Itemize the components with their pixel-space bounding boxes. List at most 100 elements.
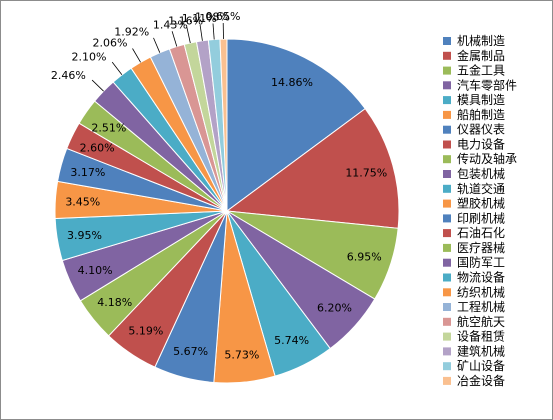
legend-swatch [443, 51, 451, 60]
legend-item-15: 医疗器械 [443, 240, 505, 255]
legend-swatch [443, 243, 451, 252]
data-label-19: 1.92% [114, 25, 149, 38]
legend-swatch [443, 214, 451, 223]
legend-label: 工程机械 [457, 299, 505, 314]
legend-item-14: 石油石化 [443, 226, 505, 240]
legend-label: 机械制造 [457, 33, 505, 48]
data-label-6: 5.73% [224, 349, 259, 362]
legend-label: 印刷机械 [457, 210, 505, 225]
legend-label: 轨道交通 [457, 181, 505, 196]
legend-item-19: 工程机械 [443, 299, 505, 314]
legend-label: 电力设备 [457, 138, 505, 152]
data-label-11: 3.95% [67, 229, 102, 242]
legend-item-24: 冶金设备 [443, 373, 505, 388]
pie-slice-24 [219, 38, 228, 212]
legend-item-5: 模具制造 [443, 93, 505, 107]
legend-item-2: 金属制品 [443, 48, 505, 63]
legend-swatch [443, 110, 451, 119]
legend-label: 设备租赁 [457, 330, 505, 344]
legend-label: 金属制品 [457, 48, 505, 63]
legend-label: 塑胶机械 [457, 196, 505, 211]
data-label-21: 1.16% [168, 15, 203, 28]
data-label-7: 5.67% [173, 345, 208, 358]
data-label-5: 5.74% [274, 334, 309, 347]
legend-item-4: 汽车零部件 [443, 77, 517, 92]
leader-line-22 [199, 24, 203, 41]
legend-item-16: 国防军工 [443, 255, 505, 270]
data-label-22: 1.11% [182, 12, 217, 25]
legend-item-17: 物流设备 [443, 271, 505, 285]
leader-line-23 [212, 23, 215, 40]
legend-swatch [443, 37, 451, 45]
data-label-15: 2.51% [91, 122, 126, 135]
data-label-14: 2.60% [80, 142, 115, 155]
legend-item-22: 建筑机械 [443, 343, 505, 358]
legend-swatch [443, 303, 451, 311]
data-labels: 14.86% 11.75% 6.95% 6.20% 5.74% 5.73% 5.67% 5.1… [51, 10, 387, 362]
legend-swatch [443, 170, 451, 178]
legend-swatch [443, 199, 451, 208]
data-label-24: 0.65% [206, 10, 241, 23]
legend-label: 航空航天 [457, 314, 505, 329]
legend: 机械制造金属制品五金工具汽车零部件模具制造船舶制造仪器仪表电力设备传动及轴承包装… [443, 33, 517, 388]
legend-swatch [443, 125, 451, 134]
legend-swatch [443, 332, 451, 341]
data-label-8: 5.19% [128, 325, 163, 338]
data-label-9: 4.18% [97, 296, 132, 309]
legend-swatch [443, 81, 451, 90]
leader-line-16 [91, 79, 104, 92]
leader-line-18 [132, 48, 141, 63]
legend-swatch [443, 258, 451, 267]
data-label-16: 2.46% [51, 69, 86, 82]
legend-item-13: 印刷机械 [443, 210, 505, 225]
legend-item-9: 传动及轴承 [443, 151, 517, 166]
legend-item-12: 塑胶机械 [443, 196, 505, 211]
pie-slice-1 [226, 38, 366, 212]
legend-label: 包装机械 [457, 166, 505, 181]
legend-label: 国防军工 [457, 255, 505, 270]
data-label-23: 1.08% [195, 11, 230, 24]
data-label-13: 3.17% [70, 166, 105, 179]
data-label-1: 14.86% [271, 76, 313, 89]
data-label-10: 4.10% [78, 264, 113, 277]
legend-label: 石油石化 [457, 226, 505, 240]
legend-item-6: 船舶制造 [443, 107, 505, 122]
data-label-4: 6.20% [317, 302, 352, 315]
pie-slices [54, 38, 400, 384]
legend-item-7: 仪器仪表 [443, 123, 505, 137]
legend-swatch [443, 376, 451, 385]
legend-item-10: 包装机械 [443, 166, 505, 181]
legend-swatch [443, 347, 451, 356]
legend-label: 纺织机械 [457, 284, 505, 299]
legend-label: 冶金设备 [457, 373, 505, 388]
data-label-12: 3.45% [65, 196, 100, 209]
legend-label: 仪器仪表 [457, 123, 505, 137]
legend-label: 建筑机械 [457, 343, 505, 358]
legend-item-21: 设备租赁 [443, 330, 505, 344]
legend-swatch [443, 317, 451, 326]
leader-line-17 [111, 61, 123, 76]
legend-label: 物流设备 [457, 271, 505, 285]
leader-lines [91, 22, 224, 92]
legend-item-1: 机械制造 [443, 33, 505, 48]
legend-item-18: 纺织机械 [443, 284, 505, 299]
legend-label: 矿山设备 [457, 359, 505, 373]
legend-swatch [443, 288, 451, 297]
legend-swatch [443, 66, 451, 75]
data-label-20: 1.43% [153, 18, 188, 31]
legend-swatch [443, 155, 451, 164]
pie-slice-2 [225, 107, 400, 229]
legend-item-3: 五金工具 [443, 63, 505, 78]
legend-swatch [443, 184, 451, 193]
legend-item-20: 航空航天 [443, 314, 505, 329]
leader-line-19 [153, 37, 161, 53]
legend-label: 传动及轴承 [457, 151, 517, 166]
data-label-3: 6.95% [347, 250, 382, 263]
leader-line-20 [171, 31, 178, 47]
legend-label: 船舶制造 [457, 107, 505, 122]
data-label-17: 2.10% [72, 50, 107, 63]
legend-item-11: 轨道交通 [443, 181, 505, 196]
data-label-18: 2.06% [93, 36, 128, 49]
